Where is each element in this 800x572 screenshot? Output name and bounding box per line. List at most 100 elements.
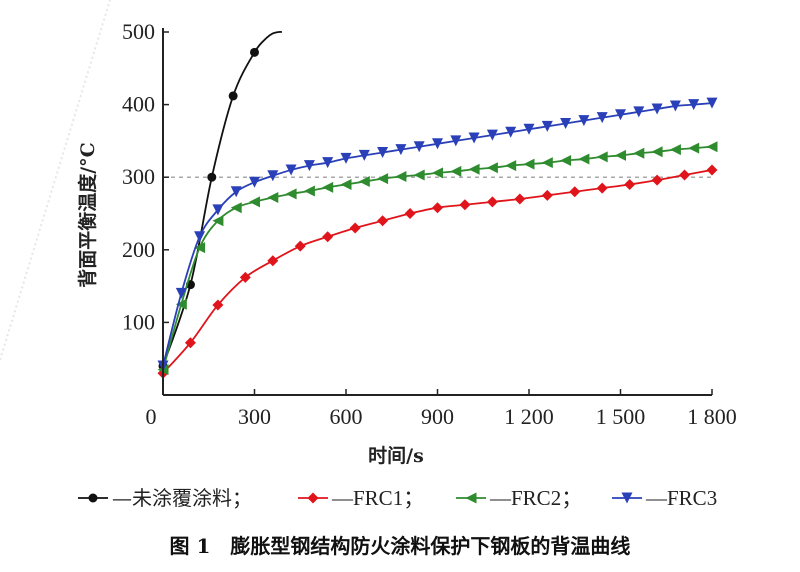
data-point xyxy=(514,193,526,205)
legend-label: —FRC3 xyxy=(645,486,717,510)
data-point xyxy=(413,169,425,181)
data-point xyxy=(688,99,700,111)
data-point xyxy=(596,151,608,163)
data-point xyxy=(624,178,636,190)
data-point xyxy=(212,299,224,311)
data-point xyxy=(596,182,608,194)
data-point xyxy=(651,103,663,115)
data-point xyxy=(322,157,334,169)
data-point xyxy=(541,189,553,201)
legend-item: —未涂覆涂料； xyxy=(78,486,252,510)
x-tick-label: 600 xyxy=(330,404,363,429)
data-point xyxy=(322,231,334,243)
data-point xyxy=(194,231,206,243)
data-point xyxy=(267,192,279,204)
legend-item: —FRC1； xyxy=(298,486,424,510)
y-tick-label: 500 xyxy=(122,19,155,44)
x-tick-label: 0 xyxy=(146,404,157,429)
data-point xyxy=(377,215,389,227)
data-point xyxy=(505,126,517,138)
data-point xyxy=(294,240,306,252)
legend-marker xyxy=(621,492,633,504)
x-tick-label: 900 xyxy=(421,404,454,429)
data-point xyxy=(267,170,279,182)
data-point xyxy=(468,163,480,175)
data-point xyxy=(486,196,498,208)
data-point xyxy=(267,255,279,267)
legend-item: —FRC3 xyxy=(612,486,717,510)
legend-label: —FRC1； xyxy=(331,486,424,510)
data-point xyxy=(486,129,498,141)
data-point xyxy=(340,178,352,190)
data-point xyxy=(212,204,224,216)
data-point xyxy=(651,146,663,158)
data-point xyxy=(249,176,260,188)
data-point xyxy=(239,271,251,283)
y-tick-label: 300 xyxy=(122,164,155,189)
data-point xyxy=(706,97,718,109)
data-point xyxy=(285,164,297,176)
data-point xyxy=(560,155,572,167)
data-point xyxy=(250,47,259,57)
data-point xyxy=(207,172,217,182)
legend-marker xyxy=(307,492,319,504)
data-point xyxy=(432,167,443,179)
y-tick-label: 100 xyxy=(122,309,155,334)
data-point xyxy=(569,186,581,198)
x-tick-label: 1 800 xyxy=(687,404,737,429)
data-point xyxy=(349,222,361,234)
x-axis-title: 时间/s xyxy=(368,445,424,467)
x-tick-label: 1 200 xyxy=(504,404,554,429)
series-line xyxy=(162,169,713,374)
data-point xyxy=(377,173,389,185)
data-point xyxy=(432,138,443,150)
y-ticks: 100 200 300 400 500 xyxy=(122,19,169,334)
legend-marker xyxy=(465,492,477,504)
data-point xyxy=(432,202,443,214)
data-point xyxy=(395,170,407,182)
series-line xyxy=(162,30,282,367)
data-point xyxy=(578,153,590,165)
x-tick-label: 300 xyxy=(238,404,271,429)
data-point xyxy=(541,120,553,132)
data-point xyxy=(175,287,187,299)
legend-label: —FRC2； xyxy=(489,486,582,510)
series-layer xyxy=(157,30,718,379)
data-point xyxy=(596,112,608,124)
data-point xyxy=(285,188,297,200)
y-axis-title: 背面平衡温度/°C xyxy=(76,142,99,288)
data-point xyxy=(669,144,681,156)
legend-label: —未涂覆涂料； xyxy=(112,486,252,510)
data-point xyxy=(184,337,196,349)
data-point xyxy=(395,144,407,156)
data-point xyxy=(404,208,416,219)
legend-item: —FRC2； xyxy=(456,486,582,510)
data-point xyxy=(230,202,242,214)
data-point xyxy=(303,160,315,172)
data-point xyxy=(450,135,462,147)
data-point xyxy=(175,298,187,310)
data-point xyxy=(340,152,352,164)
plot-area: 0 300 600 900 1 200 1 500 1 800 100 200 300 400 50… xyxy=(122,19,737,429)
data-point xyxy=(651,174,663,186)
data-point xyxy=(459,199,471,211)
data-point xyxy=(505,160,517,172)
data-point xyxy=(230,186,242,198)
data-point xyxy=(249,196,260,208)
series-FRC3 xyxy=(157,97,718,372)
data-point xyxy=(212,215,224,227)
data-point xyxy=(523,158,535,170)
x-tick-label: 1 500 xyxy=(596,404,646,429)
legend: —未涂覆涂料； —FRC1； —FRC2； —FRC3 xyxy=(78,486,717,510)
x-ticks: 0 300 600 900 1 200 1 500 1 800 xyxy=(146,389,737,429)
figure-caption: 图 1 膨胀型钢结构防火涂料保护下钢板的背温曲线 xyxy=(170,534,631,558)
data-point xyxy=(669,100,681,112)
data-point xyxy=(450,165,462,177)
data-point xyxy=(615,149,626,161)
data-point xyxy=(541,157,553,169)
data-point xyxy=(377,147,389,159)
y-tick-label: 200 xyxy=(122,237,155,262)
data-point xyxy=(560,117,572,129)
series-FRC2 xyxy=(157,141,718,376)
